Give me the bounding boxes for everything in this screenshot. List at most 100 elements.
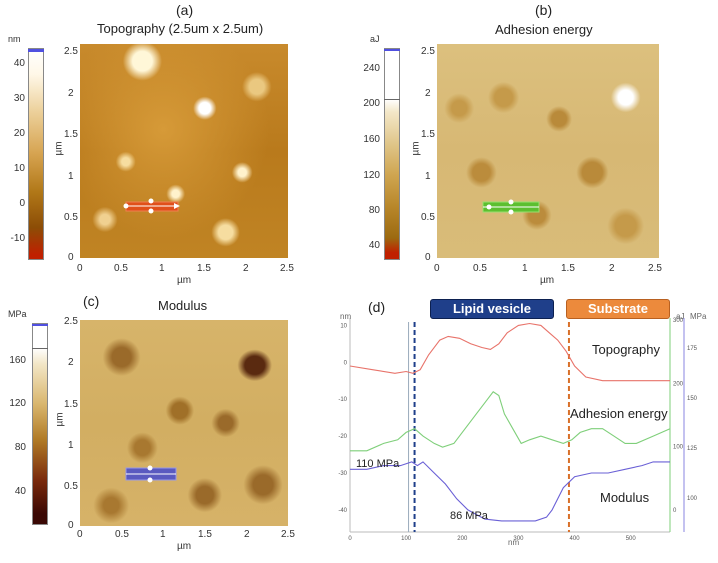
panel-c-y-tick: 2.5 bbox=[64, 316, 78, 327]
topography-line bbox=[349, 322, 670, 382]
panel-c-x-tick: 0.5 bbox=[115, 529, 129, 540]
panel-b-x-tick: 1.5 bbox=[561, 263, 575, 274]
lipid-vesicle-banner: Lipid vesicle bbox=[430, 299, 554, 319]
panel-a-title: Topography (2.5um x 2.5um) bbox=[97, 21, 264, 36]
left-y-tick: -20 bbox=[338, 434, 347, 440]
panel-b-y-axis-title: µm bbox=[410, 141, 422, 156]
mpa-y-tick: 150 bbox=[687, 396, 698, 402]
panel-b-title: Adhesion energy bbox=[495, 22, 593, 37]
x-tick: 100 bbox=[401, 536, 412, 542]
panel-b-colorbar-tick: 240 bbox=[363, 63, 380, 74]
x-tick: 400 bbox=[570, 536, 581, 542]
panel-a-y-tick: 0 bbox=[68, 252, 74, 263]
adhesion-energy-line bbox=[350, 391, 671, 452]
mpa-axis-unit: MPa bbox=[690, 312, 707, 321]
panel-b-colorbar-unit: aJ bbox=[370, 34, 380, 44]
panel-c-y-tick: 1.5 bbox=[64, 399, 78, 410]
panel-c-colorbar bbox=[32, 323, 48, 525]
line-profile-svg: 100-10-20-30-400 100 200 300 400 500300200100… bbox=[338, 318, 698, 542]
panel-a-y-tick: 2.5 bbox=[64, 46, 78, 57]
panel-c-x-tick: 2 bbox=[244, 529, 250, 540]
left-y-tick: 10 bbox=[340, 323, 347, 329]
annotation-86-mpa: 86 MPa bbox=[450, 510, 488, 522]
panel-c-colorbar-unit: MPa bbox=[8, 309, 27, 319]
x-tick: 0 bbox=[348, 536, 352, 542]
x-tick: 300 bbox=[513, 536, 524, 542]
panel-c-y-tick: 0 bbox=[68, 520, 74, 531]
panel-b-adhesion-image bbox=[437, 44, 659, 258]
panel-b-x-tick: 0 bbox=[434, 263, 440, 274]
panel-b-x-tick: 2 bbox=[609, 263, 615, 274]
modulus-line bbox=[350, 461, 670, 522]
panel-b-colorbar-tick: 80 bbox=[368, 205, 380, 216]
panel-c-colorbar-tick: 160 bbox=[9, 355, 26, 366]
mpa-y-tick: 100 bbox=[687, 496, 698, 502]
panel-c-title: Modulus bbox=[158, 298, 208, 313]
panel-b-y-tick: 1 bbox=[425, 171, 431, 182]
topography-label: Topography bbox=[592, 342, 660, 357]
panel-a-y-tick: 0.5 bbox=[64, 212, 78, 223]
panel-b-label: (b) bbox=[535, 2, 553, 18]
panel-b-x-axis-title: µm bbox=[540, 275, 555, 286]
panel-c-colorbar-tick: 80 bbox=[14, 442, 26, 453]
x-tick: 500 bbox=[626, 536, 637, 542]
panel-c-colorbar-tick: 120 bbox=[9, 398, 26, 409]
panel-b-colorbar-tick: 200 bbox=[363, 98, 380, 109]
left-axis-unit: nm bbox=[340, 312, 352, 321]
panel-b-y-tick: 2 bbox=[425, 88, 431, 99]
panel-b-colorbar-tick: 160 bbox=[363, 134, 380, 145]
panel-b-colorbar-tick: 120 bbox=[363, 170, 380, 181]
panel-a-y-axis-title: µm bbox=[53, 141, 65, 156]
adhesion-energy-label: Adhesion energy bbox=[570, 406, 668, 421]
panel-b-x-tick: 0.5 bbox=[473, 263, 487, 274]
x-axis-unit: nm bbox=[508, 538, 520, 547]
panel-a-y-tick: 1 bbox=[68, 171, 74, 182]
panel-a-colorbar-tick: 30 bbox=[13, 93, 25, 104]
panel-a-y-tick: 1.5 bbox=[64, 129, 78, 140]
substrate-banner: Substrate bbox=[566, 299, 670, 319]
panel-c-y-axis-title: µm bbox=[54, 412, 66, 427]
panel-a-y-tick: 2 bbox=[68, 88, 74, 99]
panel-a-colorbar bbox=[28, 48, 44, 260]
panel-a-x-tick: 0 bbox=[77, 263, 83, 274]
panel-a-x-tick: 1 bbox=[159, 263, 165, 274]
aj-y-tick: 200 bbox=[673, 381, 684, 387]
panel-c-label: (c) bbox=[83, 293, 100, 309]
panel-c-colorbar-tick: 40 bbox=[14, 486, 26, 497]
panel-c-x-tick: 1 bbox=[160, 529, 166, 540]
panel-a-colorbar-tick: 40 bbox=[13, 58, 25, 69]
panel-a-x-tick: 2 bbox=[243, 263, 249, 274]
panel-c-y-tick: 2 bbox=[68, 357, 74, 368]
aj-axis-unit: aJ bbox=[676, 312, 685, 321]
panel-b-x-tick: 2.5 bbox=[648, 263, 662, 274]
panel-b-x-tick: 1 bbox=[522, 263, 528, 274]
aj-y-tick: 100 bbox=[673, 445, 684, 451]
panel-b-y-tick: 0.5 bbox=[421, 212, 435, 223]
panel-c-y-tick: 0.5 bbox=[64, 481, 78, 492]
panel-a-x-tick: 2.5 bbox=[280, 263, 294, 274]
panel-a-colorbar-tick: 0 bbox=[19, 198, 25, 209]
panel-a-x-tick: 1.5 bbox=[197, 263, 211, 274]
left-y-tick: -10 bbox=[338, 397, 347, 403]
aj-y-tick: 0 bbox=[673, 508, 677, 514]
x-tick: 200 bbox=[457, 536, 468, 542]
panel-c-x-tick: 0 bbox=[77, 529, 83, 540]
panel-b-y-tick: 1.5 bbox=[421, 129, 435, 140]
mpa-y-tick: 125 bbox=[687, 446, 698, 452]
panel-a-x-axis-title: µm bbox=[177, 275, 192, 286]
panel-b-y-tick: 0 bbox=[425, 252, 431, 263]
panel-a-colorbar-tick: -10 bbox=[10, 233, 25, 244]
panel-a-colorbar-tick: 20 bbox=[13, 128, 25, 139]
line-profile-chart: 10 0 -10 -20 -30 -40 0 100 200 300 400 500 300 200 100… bbox=[338, 310, 706, 550]
panel-a-topography-image bbox=[80, 44, 288, 258]
panel-c-modulus-image bbox=[80, 320, 288, 526]
panel-b-colorbar-tick: 40 bbox=[368, 240, 380, 251]
mpa-y-tick: 175 bbox=[687, 346, 698, 352]
panel-b-y-tick: 2.5 bbox=[421, 46, 435, 57]
panel-a-label: (a) bbox=[176, 2, 194, 18]
panel-c-x-tick: 2.5 bbox=[281, 529, 295, 540]
panel-c-x-axis-title: µm bbox=[177, 541, 192, 552]
panel-a-x-tick: 0.5 bbox=[114, 263, 128, 274]
panel-d-label: (d) bbox=[368, 299, 386, 315]
panel-c-y-tick: 1 bbox=[68, 440, 74, 451]
